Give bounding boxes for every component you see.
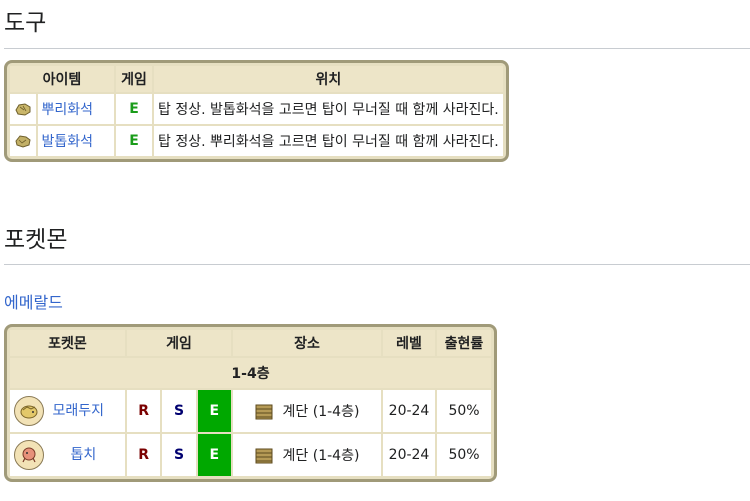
table-row: 톱치 R S E 계단 (1-4층) 20-24 50%: [10, 434, 491, 476]
col-item: 아이템: [10, 66, 114, 92]
col-rate: 출현률: [437, 330, 491, 356]
place-text: 계단 (1-4층): [282, 404, 360, 420]
pokemon-table: 포켓몬 게임 장소 레벨 출현률 1-4층 모래두지 R S E 계단 (1-4…: [4, 324, 497, 482]
sandshrew-icon: [14, 396, 44, 426]
game-badge-s: S: [173, 447, 185, 463]
rate-text: 50%: [437, 390, 491, 432]
table-row: 발톱화석 E 탑 정상. 뿌리화석을 고르면 탑이 무너질 때 함께 사라진다.: [10, 126, 503, 156]
tools-heading-rule: [4, 48, 750, 49]
root-fossil-icon: [10, 94, 36, 124]
location-text: 탑 정상. 뿌리화석을 고르면 탑이 무너질 때 함께 사라진다.: [154, 126, 503, 156]
col-game: 게임: [127, 330, 231, 356]
table-row: 뿌리화석 E 탑 정상. 발톱화석을 고르면 탑이 무너질 때 함께 사라진다.: [10, 94, 503, 124]
pokemon-heading-rule: [4, 264, 750, 265]
col-location: 위치: [154, 66, 503, 92]
game-badge-r: R: [138, 447, 150, 463]
col-level: 레벨: [383, 330, 435, 356]
claw-fossil-icon: [10, 126, 36, 156]
location-text: 탑 정상. 발톱화석을 고르면 탑이 무너질 때 함께 사라진다.: [154, 94, 503, 124]
pokemon-heading: 포켓몬: [4, 227, 68, 253]
root-fossil-link[interactable]: 뿌리화석: [41, 102, 94, 118]
table-row: 모래두지 R S E 계단 (1-4층) 20-24 50%: [10, 390, 491, 432]
rate-text: 50%: [437, 434, 491, 476]
stairs-icon: [255, 448, 273, 464]
level-text: 20-24: [383, 434, 435, 476]
claw-fossil-link[interactable]: 발톱화석: [41, 134, 94, 150]
floor-group-label: 1-4층: [10, 358, 491, 388]
sandshrew-link[interactable]: 모래두지: [52, 403, 104, 419]
game-badge-e: E: [197, 390, 231, 432]
place-text: 계단 (1-4층): [282, 448, 360, 464]
tools-table: 아이템 게임 위치 뿌리화석 E 탑 정상. 발톱화석을 고르면 탑이 무너질 …: [4, 60, 509, 162]
game-badge-e: E: [197, 434, 231, 476]
col-place: 장소: [233, 330, 381, 356]
level-text: 20-24: [383, 390, 435, 432]
tools-heading: 도구: [4, 10, 47, 36]
col-game: 게임: [116, 66, 152, 92]
stairs-icon: [255, 404, 273, 420]
col-pokemon: 포켓몬: [10, 330, 125, 356]
game-badge-e: E: [129, 101, 139, 117]
game-badge-s: S: [173, 403, 185, 419]
game-badge-r: R: [138, 403, 150, 419]
game-badge-e: E: [129, 133, 139, 149]
trapinch-link[interactable]: 톱치: [70, 447, 97, 463]
trapinch-icon: [14, 440, 44, 470]
emerald-link[interactable]: 에메랄드: [4, 293, 63, 312]
